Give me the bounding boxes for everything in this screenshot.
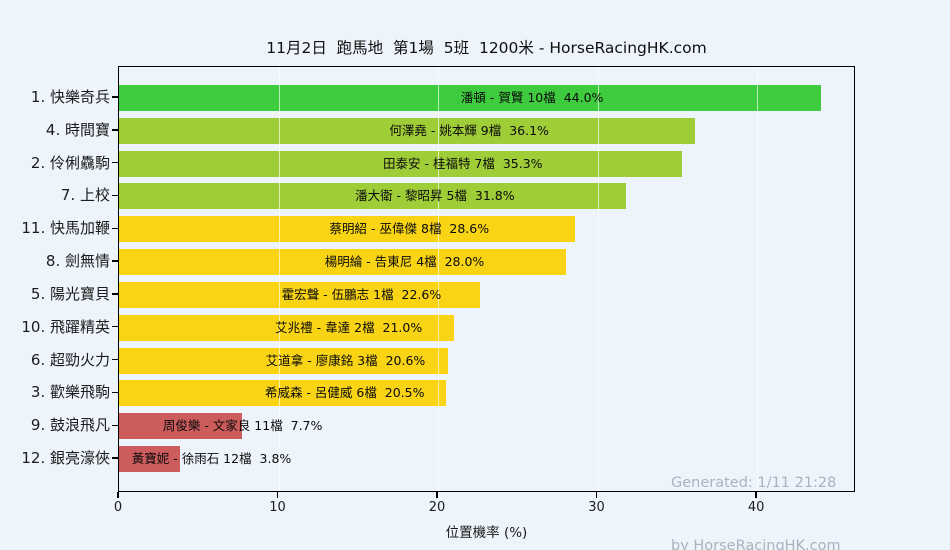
- y-axis-tick: [112, 129, 118, 131]
- x-axis-tick: [436, 492, 438, 498]
- bar-label: 楊明綸 - 告東尼 4檔 28.0%: [324, 254, 485, 270]
- y-axis-label: 8. 劍無情: [45, 252, 110, 271]
- gridline: [757, 67, 759, 491]
- y-axis-label: 4. 時間寶: [45, 120, 110, 139]
- chart-bar: [119, 314, 454, 341]
- bar-label: 艾道拿 - 廖康銘 3檔 20.6%: [265, 352, 426, 368]
- y-axis-tick: [112, 326, 118, 328]
- x-axis-tick-label: 0: [113, 500, 123, 515]
- bar-label: 周俊樂 - 文家良 11檔 7.7%: [162, 418, 323, 434]
- gridline: [278, 67, 280, 491]
- chart-bar: [119, 249, 566, 276]
- x-axis-tick: [595, 492, 598, 498]
- chart-bar: [119, 380, 447, 407]
- y-axis-label: 1. 快樂奇兵: [30, 88, 110, 106]
- y-axis-tick: [112, 194, 118, 197]
- plot-area: 潘頓 - 賀賢 10檔 44.0% 何澤堯 - 姚本輝 9檔 36.1% 田泰安 -…: [118, 66, 855, 492]
- y-axis-label: 5. 陽光寶貝: [30, 284, 110, 303]
- x-axis-tick: [755, 492, 757, 498]
- gridline: [438, 67, 440, 491]
- y-axis-label: 2. 伶俐驫駒: [30, 153, 110, 172]
- bar-label: 潘頓 - 賀賢 10檔 44.0%: [460, 90, 604, 105]
- y-axis-tick: [112, 293, 118, 295]
- x-axis-title: 位置機率 (%): [445, 525, 528, 541]
- gridline: [597, 67, 599, 491]
- bar-label: 蔡明紹 - 巫偉傑 8檔 28.6%: [329, 221, 490, 237]
- bar-label: 何澤堯 - 姚本輝 9檔 36.1%: [389, 122, 549, 138]
- y-axis-label: 6. 超勁火力: [30, 350, 110, 369]
- chart-bar: [119, 117, 695, 144]
- x-axis-tick-label: 40: [747, 500, 765, 515]
- y-axis-tick: [112, 260, 118, 262]
- watermark: Generated: 1/11 21:28 by HorseRacingHK.c…: [671, 431, 841, 550]
- x-axis-tick-label: 20: [428, 500, 446, 515]
- y-axis-label: 10. 飛躍精英: [21, 317, 110, 336]
- chart-bar: [119, 281, 480, 308]
- watermark-line-2: by HorseRacingHK.com: [671, 538, 841, 550]
- y-axis-tick: [112, 358, 118, 361]
- chart-bar: [119, 150, 683, 177]
- x-axis-tick-label: 10: [269, 500, 286, 515]
- x-axis-tick: [276, 492, 279, 498]
- y-axis-label: 3. 歡樂飛駒: [30, 383, 110, 402]
- y-axis-label: 9. 鼓浪飛凡: [30, 416, 110, 435]
- chart-bar: [119, 85, 821, 111]
- chart-bar: [119, 347, 448, 374]
- bar-label: 黃寶妮 - 徐雨石 12檔 3.8%: [131, 451, 292, 467]
- y-axis-tick: [112, 391, 118, 394]
- y-axis-tick: [112, 161, 118, 164]
- y-axis-label: 11. 快馬加鞭: [21, 219, 110, 238]
- bar-label: 田泰安 - 桂福特 7檔 35.3%: [382, 155, 543, 171]
- y-axis-tick: [112, 227, 118, 229]
- chart-bar: [119, 446, 180, 473]
- x-axis-tick: [117, 492, 119, 498]
- bar-label: 希威森 - 呂健威 6檔 20.5%: [264, 385, 425, 401]
- y-axis-label: 7. 上校: [60, 186, 110, 205]
- bar-label: 霍宏聲 - 伍鵬志 1檔 22.6%: [281, 286, 442, 302]
- y-axis-label: 12. 銀亮濠俠: [21, 449, 110, 468]
- y-axis-tick: [112, 96, 118, 98]
- bar-label: 潘大衛 - 黎昭昇 5檔 31.8%: [355, 188, 515, 204]
- y-axis-tick: [112, 457, 118, 459]
- chart-bar: [119, 216, 576, 243]
- y-axis-tick: [112, 424, 118, 426]
- bar-label: 艾兆禮 - 韋達 2檔 21.0%: [275, 319, 423, 335]
- x-axis-tick-label: 30: [588, 500, 605, 515]
- chart-title: 11月2日 跑馬地 第1場 5班 1200米 - HorseRacingHK.c…: [266, 39, 707, 57]
- chart-bar: [119, 183, 627, 210]
- watermark-line-1: Generated: 1/11 21:28: [671, 475, 837, 491]
- chart-bar: [119, 413, 242, 440]
